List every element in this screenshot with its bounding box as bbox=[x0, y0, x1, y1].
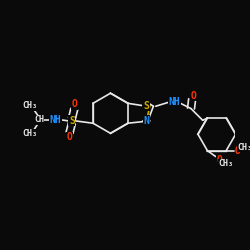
Text: O: O bbox=[216, 155, 222, 165]
Text: CH₃: CH₃ bbox=[238, 143, 250, 152]
Text: CH: CH bbox=[34, 115, 44, 124]
Text: S: S bbox=[144, 101, 149, 111]
Text: S: S bbox=[143, 101, 150, 111]
Text: CH₃: CH₃ bbox=[22, 129, 37, 138]
Text: O: O bbox=[67, 132, 72, 142]
Text: O: O bbox=[235, 146, 241, 156]
Text: O: O bbox=[71, 100, 77, 110]
Text: CH₃: CH₃ bbox=[22, 101, 37, 110]
Text: NH: NH bbox=[169, 96, 180, 106]
Text: N: N bbox=[144, 116, 149, 126]
Text: S: S bbox=[69, 116, 75, 126]
Text: NH: NH bbox=[50, 115, 61, 125]
Text: CH₃: CH₃ bbox=[219, 159, 234, 168]
Text: O: O bbox=[190, 91, 196, 101]
